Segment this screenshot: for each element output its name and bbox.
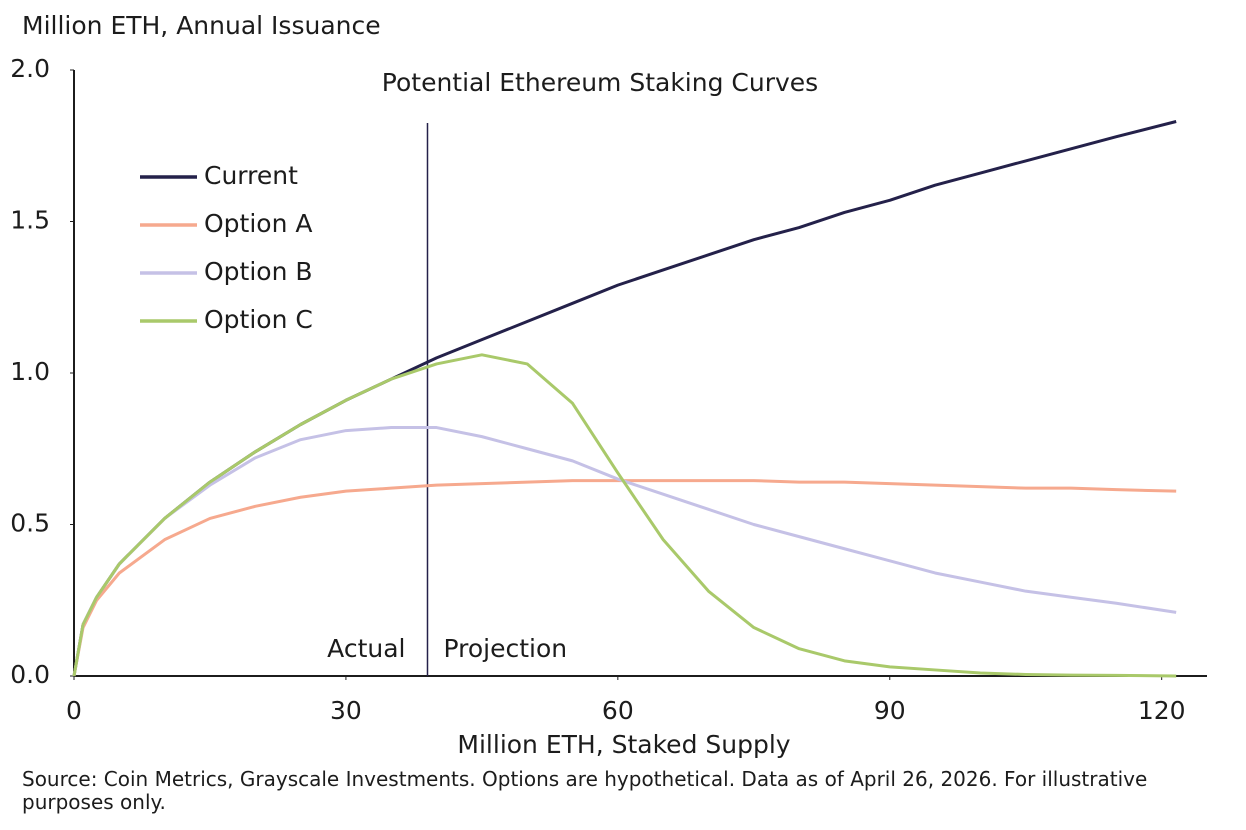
legend-label: Option B <box>204 257 313 286</box>
legend-label: Option C <box>204 305 313 334</box>
source-note: Source: Coin Metrics, Grayscale Investme… <box>22 767 1148 814</box>
y-tick-label: 2.0 <box>10 54 50 83</box>
chart: Million ETH, Annual Issuance Potential E… <box>10 11 1207 759</box>
y-tick-label: 0.0 <box>10 660 50 689</box>
x-tick-label: 90 <box>874 696 906 725</box>
y-tick-label: 1.0 <box>10 357 50 386</box>
x-tick-label: 0 <box>66 696 82 725</box>
series-line <box>72 353 1177 678</box>
y-axis-label: Million ETH, Annual Issuance <box>22 11 381 40</box>
annotation: Actual <box>327 634 405 663</box>
legend-label: Option A <box>204 209 312 238</box>
legend-label: Current <box>204 161 298 190</box>
chart-title: Potential Ethereum Staking Curves <box>382 68 818 97</box>
x-tick-label: 60 <box>602 696 634 725</box>
series-line <box>72 426 1177 677</box>
y-tick-label: 0.5 <box>10 509 50 538</box>
y-tick-label: 1.5 <box>10 206 50 235</box>
x-tick-label: 120 <box>1138 696 1186 725</box>
x-axis-label: Million ETH, Staked Supply <box>457 730 790 759</box>
series-line <box>72 479 1177 677</box>
series-line <box>72 120 1177 677</box>
x-tick-label: 30 <box>330 696 362 725</box>
annotation: Projection <box>443 634 567 663</box>
